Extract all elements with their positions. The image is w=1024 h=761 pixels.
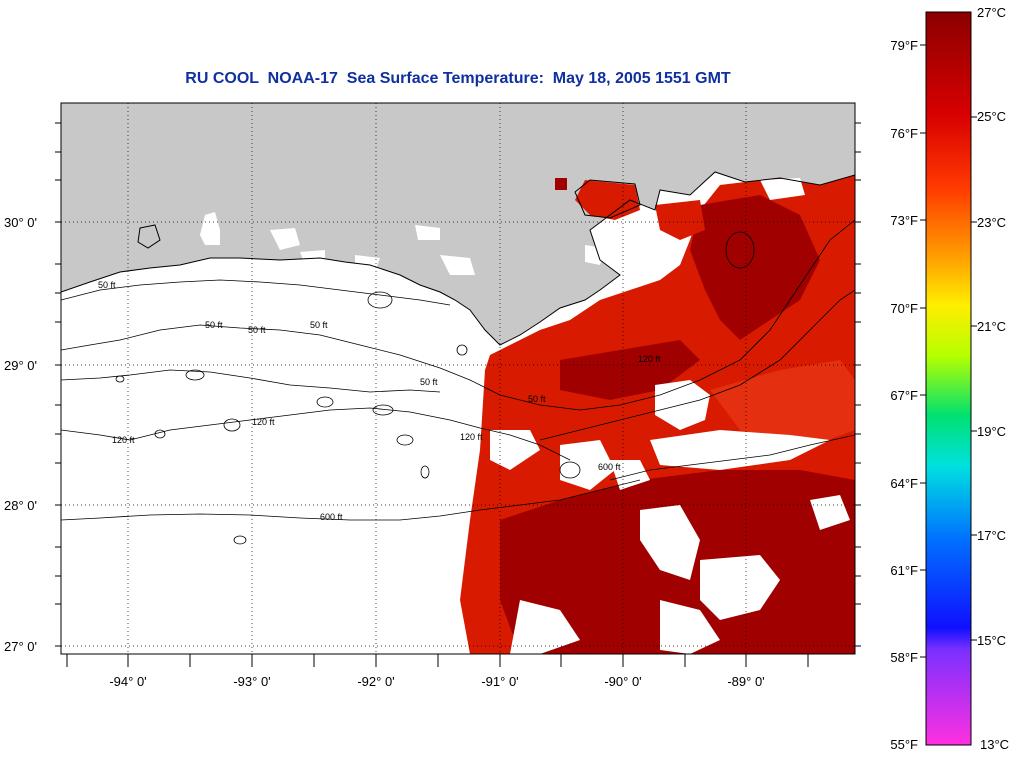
svg-text:15°C: 15°C: [977, 633, 1006, 648]
colorbar-celsius-labels: 27°C 25°C 23°C 21°C 19°C 17°C 15°C 13°C: [977, 5, 1009, 752]
svg-text:25°C: 25°C: [977, 109, 1006, 124]
svg-text:120 ft: 120 ft: [638, 354, 661, 364]
svg-text:600 ft: 600 ft: [320, 512, 343, 522]
svg-text:79°F: 79°F: [890, 38, 918, 53]
svg-text:120 ft: 120 ft: [252, 417, 275, 427]
lon-label-89: -89° 0': [727, 674, 764, 689]
colorbar-fahrenheit-labels: 79°F 76°F 73°F 70°F 67°F 64°F 61°F 58°F …: [890, 38, 918, 752]
svg-text:600 ft: 600 ft: [598, 462, 621, 472]
svg-text:50 ft: 50 ft: [248, 325, 266, 335]
land-mass: [61, 103, 855, 345]
contour-labels: 50 ft 50 ft 50 ft 50 ft 50 ft 50 ft 120 …: [98, 280, 661, 522]
svg-text:120 ft: 120 ft: [112, 435, 135, 445]
lat-label-29: 29° 0': [4, 358, 37, 373]
lon-label-91: -91° 0': [481, 674, 518, 689]
svg-text:55°F: 55°F: [890, 737, 918, 752]
svg-text:50 ft: 50 ft: [310, 320, 328, 330]
svg-text:73°F: 73°F: [890, 213, 918, 228]
svg-text:61°F: 61°F: [890, 563, 918, 578]
svg-text:19°C: 19°C: [977, 424, 1006, 439]
lat-label-30: 30° 0': [4, 215, 37, 230]
svg-text:27°C: 27°C: [977, 5, 1006, 20]
svg-text:58°F: 58°F: [890, 650, 918, 665]
frame-ticks: [55, 122, 861, 667]
svg-text:50 ft: 50 ft: [205, 320, 223, 330]
graticule: [61, 103, 855, 654]
svg-text:23°C: 23°C: [977, 215, 1006, 230]
svg-text:64°F: 64°F: [890, 476, 918, 491]
svg-text:76°F: 76°F: [890, 126, 918, 141]
svg-text:120 ft: 120 ft: [460, 432, 483, 442]
svg-text:50 ft: 50 ft: [420, 377, 438, 387]
map-title: RU COOL NOAA-17 Sea Surface Temperature:…: [185, 70, 731, 87]
svg-text:13°C: 13°C: [980, 737, 1009, 752]
svg-text:50 ft: 50 ft: [98, 280, 116, 290]
temperature-colorbar: [925, 11, 972, 746]
svg-text:21°C: 21°C: [977, 319, 1006, 334]
svg-text:70°F: 70°F: [890, 301, 918, 316]
lat-label-27: 27° 0': [4, 639, 37, 654]
lon-label-94: -94° 0': [109, 674, 146, 689]
lat-label-28: 28° 0': [4, 498, 37, 513]
lon-label-92: -92° 0': [357, 674, 394, 689]
lon-label-93: -93° 0': [233, 674, 270, 689]
svg-text:67°F: 67°F: [890, 388, 918, 403]
svg-text:17°C: 17°C: [977, 528, 1006, 543]
lon-label-90: -90° 0': [604, 674, 641, 689]
depth-contours: [61, 219, 855, 521]
coastline: [61, 171, 855, 346]
svg-text:50 ft: 50 ft: [528, 394, 546, 404]
